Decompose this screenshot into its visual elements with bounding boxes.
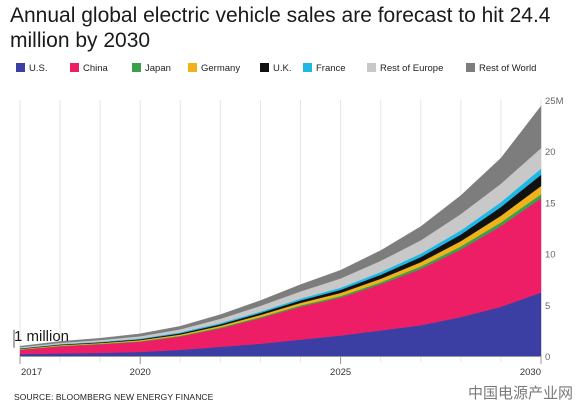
area-rest-of-world: [19, 105, 542, 348]
legend-item-japan: Japan: [132, 62, 171, 76]
legend-label-china: China: [83, 63, 108, 74]
legend-swatch-france: [303, 63, 312, 72]
y-tick-label-0: 0: [545, 352, 550, 363]
source-note: SOURCE: BLOOMBERG NEW ENERGY FINANCE: [14, 392, 214, 402]
legend-item-u-k: U.K.: [260, 62, 291, 76]
legend-swatch-japan: [132, 63, 141, 72]
annotations-group: 1 million: [13, 328, 69, 348]
legend-swatch-rest-of-world: [466, 63, 475, 72]
legend-swatch-u-k: [260, 63, 269, 72]
x-tick-label-2030: 2030: [520, 367, 541, 378]
y-tick-label-25m: 25M: [545, 96, 564, 107]
chart-legend: U.S. China Japan Germany U.K. France Rest of E…: [16, 62, 576, 76]
x-tick-label-2020: 2020: [130, 367, 151, 378]
axes-group: 2017 2020 2025 2030 0 5 10 15 20 25M: [19, 96, 564, 378]
y-tick-label-10: 10: [545, 250, 556, 261]
watermark-text: 中国电源产业网: [467, 384, 573, 402]
legend-label-germany: Germany: [201, 63, 241, 74]
x-tick-label-2025: 2025: [330, 367, 351, 378]
legend-item-u-s: U.S.: [16, 62, 47, 76]
legend-label-rest-of-world: Rest of World: [479, 63, 537, 74]
chart-title: Annual global electric vehicle sales are…: [10, 4, 551, 52]
legend-swatch-china: [70, 63, 79, 72]
legend-label-japan: Japan: [145, 63, 171, 74]
legend-label-u-k: U.K.: [273, 63, 292, 74]
legend-label-rest-of-europe: Rest of Europe: [380, 63, 444, 74]
legend-swatch-rest-of-europe: [367, 63, 376, 72]
legend-swatch-germany: [188, 63, 197, 72]
legend-item-rest-of-europe: Rest of Europe: [367, 62, 443, 76]
annotation-label: 1 million: [14, 328, 69, 345]
legend-item-france: France: [303, 62, 346, 76]
legend-label-france: France: [316, 63, 346, 74]
x-tick-label-2017: 2017: [21, 367, 42, 378]
legend-item-rest-of-world: Rest of World: [466, 62, 536, 76]
legend-label-u-s: U.S.: [29, 63, 48, 74]
legend-item-germany: Germany: [188, 62, 240, 76]
y-tick-label-20: 20: [545, 147, 556, 158]
legend-swatch-u-s: [16, 63, 25, 72]
area-series-group: [19, 105, 542, 357]
legend-item-china: China: [70, 62, 108, 76]
y-tick-label-5: 5: [545, 301, 550, 312]
y-tick-label-15: 15: [545, 198, 556, 209]
